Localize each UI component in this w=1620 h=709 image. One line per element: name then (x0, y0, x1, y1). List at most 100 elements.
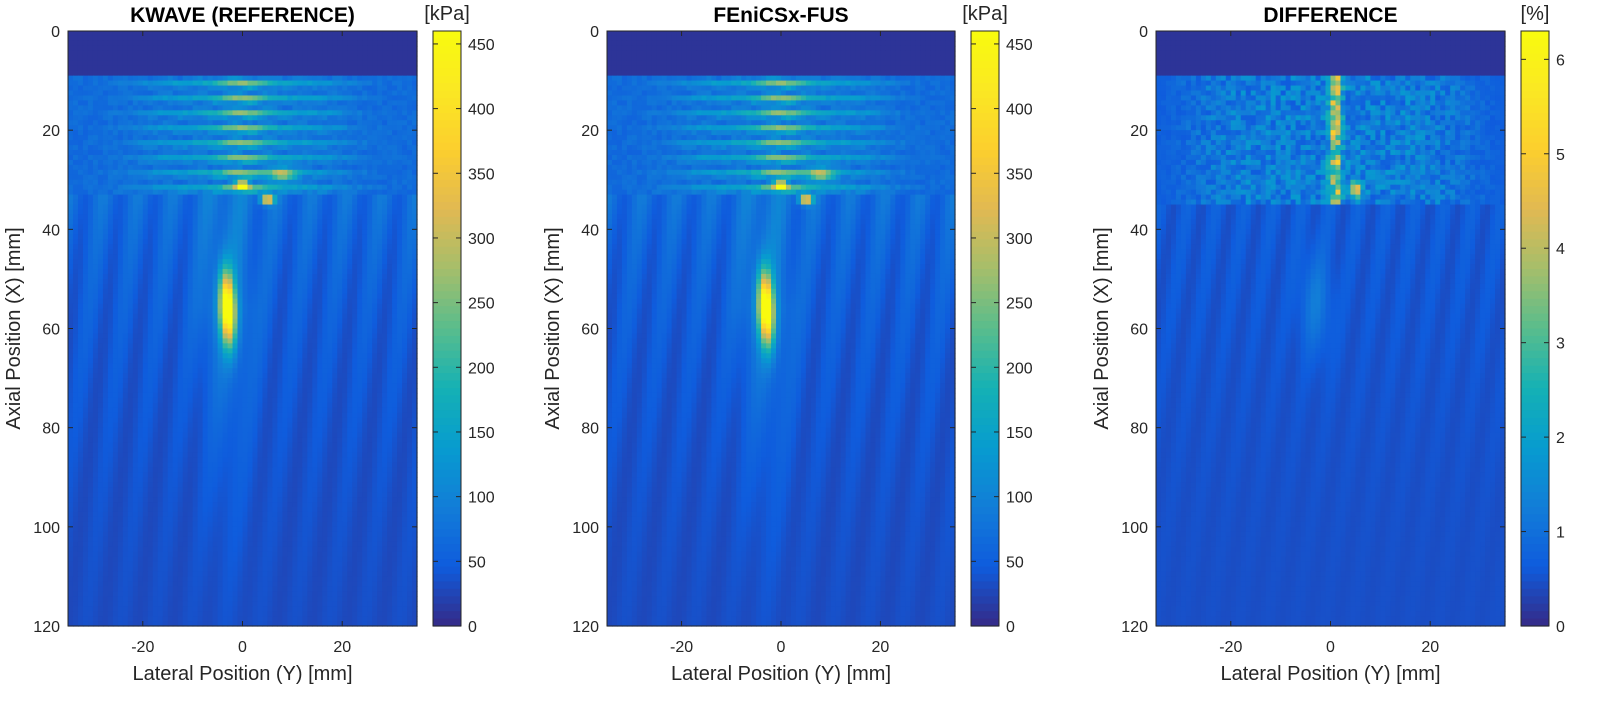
heatmap-cell (232, 105, 239, 111)
heatmap-cell (207, 283, 214, 290)
heatmap-cell (147, 85, 154, 92)
heatmap-cell (367, 254, 373, 260)
heatmap-cell (82, 264, 89, 270)
heatmap-cell (217, 90, 224, 97)
heatmap-cell (267, 338, 274, 344)
heatmap-cell (367, 169, 373, 176)
heatmap-cell (262, 273, 269, 280)
heatmap-cell (192, 90, 199, 97)
heatmap-cell (237, 95, 244, 102)
heatmap-cell (407, 174, 413, 181)
heatmap-cell (87, 85, 94, 92)
heatmap-cell (172, 164, 179, 171)
heatmap-cell (382, 273, 388, 280)
heatmap-cell (307, 95, 313, 102)
heatmap-cell (237, 348, 244, 354)
heatmap-cell (87, 269, 94, 275)
heatmap-cell (162, 194, 169, 201)
heatmap-cell (327, 140, 333, 146)
heatmap-cell (297, 378, 303, 384)
heatmap-cell (252, 31, 259, 37)
heatmap-cell (232, 278, 239, 285)
heatmap-cell (297, 194, 303, 201)
heatmap-cell (92, 244, 99, 250)
heatmap-cell (152, 184, 159, 191)
heatmap-cell (257, 298, 264, 305)
heatmap-cell (412, 328, 418, 335)
heatmap-cell (182, 95, 189, 102)
heatmap-cell (297, 308, 303, 315)
heatmap-cell (327, 45, 333, 52)
heatmap-cell (267, 65, 274, 72)
heatmap-cell (137, 80, 144, 87)
heatmap-cell (157, 368, 164, 374)
heatmap-cell (352, 298, 358, 305)
heatmap-cell (107, 328, 114, 335)
heatmap-cell (387, 95, 393, 102)
heatmap-cell (257, 130, 264, 136)
heatmap-cell (387, 50, 393, 57)
heatmap-cell (247, 353, 254, 359)
heatmap-cell (82, 278, 89, 285)
heatmap-cell (267, 254, 274, 260)
heatmap-cell (272, 308, 278, 315)
heatmap-cell (107, 273, 114, 280)
heatmap-cell (102, 75, 109, 82)
heatmap-cell (252, 244, 259, 250)
heatmap-cell (287, 214, 293, 221)
heatmap-cell (182, 249, 189, 255)
heatmap-cell (292, 40, 298, 47)
heatmap-cell (217, 45, 224, 52)
heatmap-cell (322, 264, 328, 270)
heatmap-cell (392, 308, 398, 315)
heatmap-cell (197, 259, 204, 265)
heatmap-cell (277, 353, 283, 359)
heatmap-cell (237, 254, 244, 260)
heatmap-cell (382, 318, 388, 325)
heatmap-cell (147, 164, 154, 171)
heatmap-cell (272, 323, 278, 330)
heatmap-cell (232, 358, 239, 364)
heatmap-cell (202, 283, 209, 290)
heatmap-cell (402, 70, 408, 77)
heatmap-cell (322, 154, 328, 161)
heatmap-cell (392, 105, 398, 111)
heatmap-cell (392, 373, 398, 379)
heatmap-cell (307, 254, 313, 260)
heatmap-cell (167, 264, 174, 270)
heatmap-cell (337, 363, 343, 369)
heatmap-cell (68, 70, 74, 77)
heatmap-cell (367, 373, 373, 379)
heatmap-cell (77, 323, 84, 330)
heatmap-cell (272, 100, 278, 106)
heatmap-cell (117, 378, 124, 384)
heatmap-cell (177, 65, 184, 72)
heatmap-cell (252, 199, 259, 206)
heatmap-cell (332, 184, 338, 191)
heatmap-cell (122, 169, 129, 176)
heatmap-cell (342, 373, 348, 379)
heatmap-cell (152, 378, 159, 384)
heatmap-cell (137, 75, 144, 82)
heatmap-cell (412, 164, 418, 171)
heatmap-cell (372, 174, 378, 181)
heatmap-cell (212, 199, 219, 206)
heatmap-cell (222, 348, 229, 354)
heatmap-cell (132, 298, 139, 305)
heatmap-cell (412, 80, 418, 87)
heatmap-cell (167, 373, 174, 379)
heatmap-cell (337, 105, 343, 111)
heatmap-cell (282, 214, 288, 221)
heatmap-cell (68, 159, 74, 166)
heatmap-cell (357, 189, 363, 196)
heatmap-cell (167, 244, 174, 250)
heatmap-cell (402, 90, 408, 97)
heatmap-cell (217, 154, 224, 161)
heatmap-cell (412, 50, 418, 57)
heatmap-cell (337, 159, 343, 166)
heatmap-cell (112, 40, 119, 47)
heatmap-cell (282, 115, 288, 121)
heatmap-cell (167, 184, 174, 191)
heatmap-cell (362, 209, 368, 216)
heatmap-cell (267, 60, 274, 67)
